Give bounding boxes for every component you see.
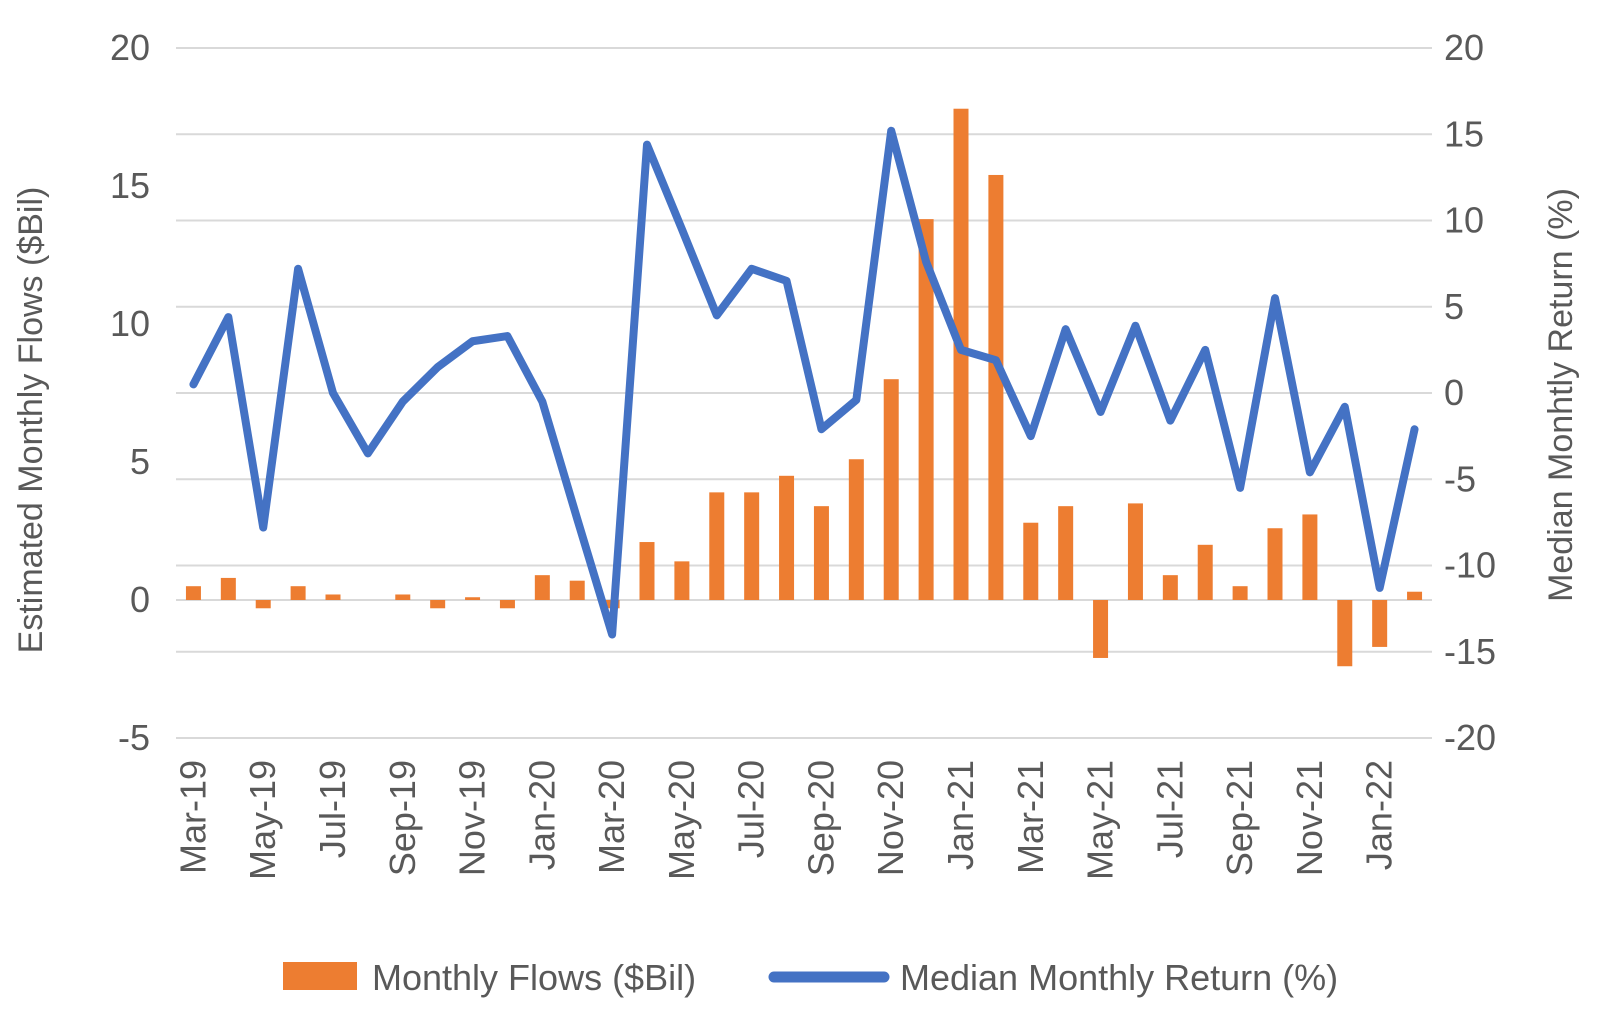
flows-bar (220, 577, 236, 600)
flows-bar (465, 597, 481, 600)
monthly-flows-bars (185, 108, 1423, 667)
flows-bar (1267, 528, 1283, 600)
flows-bar (1337, 600, 1353, 667)
flows-bar (1162, 575, 1178, 600)
flows-bar (499, 600, 515, 609)
x-axis-tick-label: Nov-19 (452, 760, 493, 876)
x-axis-tick-label: Jul-20 (731, 760, 772, 858)
median-return-polyline (189, 126, 1419, 639)
right-axis-tick-label: 10 (1444, 200, 1484, 241)
x-axis-tick-label: Sep-21 (1219, 760, 1260, 876)
flows-bar (1197, 544, 1213, 600)
right-axis-tick-label: 0 (1444, 372, 1464, 413)
flows-bar (290, 586, 306, 600)
right-axis-tick-label: -10 (1444, 545, 1496, 586)
flows-bar (395, 594, 411, 600)
flows-bar (325, 594, 341, 600)
x-axis-tick-label: Jan-22 (1359, 760, 1400, 870)
flows-bar (1407, 591, 1423, 600)
gridlines (176, 47, 1432, 739)
x-axis-tick-label: Jan-20 (521, 760, 562, 870)
flows-bar (848, 459, 864, 600)
flows-bar (569, 580, 585, 600)
x-axis-tick-label: Mar-19 (172, 760, 213, 874)
flows-bar (1232, 586, 1248, 600)
flows-bar (883, 379, 899, 600)
flows-swatch-icon (283, 962, 357, 990)
x-axis-tick-label: May-19 (242, 760, 283, 880)
flows-bar (813, 506, 829, 600)
x-axis-tick-label: Jul-19 (312, 760, 353, 858)
x-axis-tick-label: Sep-19 (382, 760, 423, 876)
right-axis-tick-label: 20 (1444, 27, 1484, 68)
flows-bar (1127, 503, 1143, 600)
flows-bar (255, 600, 271, 609)
flows-bar (1372, 600, 1388, 647)
legend-item-return[interactable]: Median Monthly Return (%) (768, 957, 1338, 998)
x-axis-tick-label: Sep-20 (800, 760, 841, 876)
right-axis-tick-label: 15 (1444, 113, 1484, 154)
right-axis-tick-label: -15 (1444, 631, 1496, 672)
x-axis-tick-label: Mar-21 (1010, 760, 1051, 874)
flows-bar (709, 492, 725, 600)
flows-bar (779, 475, 795, 600)
right-axis-tick-label: -5 (1444, 458, 1476, 499)
left-axis-tick-label: -5 (118, 717, 150, 758)
right-axis-ticks: 20 15 10 5 0 -5 -10 -15 -20 (1444, 27, 1496, 758)
right-axis-tick-label: 5 (1444, 286, 1464, 327)
left-axis-tick-label: 0 (130, 579, 150, 620)
left-axis-ticks: 20 15 10 5 0 -5 (110, 27, 150, 758)
left-axis-tick-label: 15 (110, 165, 150, 206)
flows-bar (674, 561, 690, 600)
left-axis-tick-label: 5 (130, 441, 150, 482)
x-axis-tick-label: Jan-21 (940, 760, 981, 870)
x-axis-tick-label: Mar-20 (591, 760, 632, 874)
x-axis-tick-label: Jul-21 (1149, 760, 1190, 858)
left-axis-tick-label: 20 (110, 27, 150, 68)
x-axis-tick-label: Nov-20 (870, 760, 911, 876)
flows-bar (534, 575, 550, 600)
legend: Monthly Flows ($Bil) Median Monthly Retu… (283, 957, 1338, 998)
flows-bar (1058, 506, 1074, 600)
flows-bar (185, 586, 201, 600)
flows-bar (1302, 514, 1318, 600)
x-axis-tick-label: May-21 (1080, 760, 1121, 880)
x-axis-tick-label: Nov-21 (1289, 760, 1330, 876)
left-axis-title: Estimated Monthly Flows ($Bil) (12, 187, 50, 654)
flows-bar (1023, 522, 1039, 600)
x-axis-tick-label: May-20 (661, 760, 702, 880)
right-axis-tick-label: -20 (1444, 717, 1496, 758)
x-axis-ticks: Mar-19 May-19 Jul-19 Sep-19 Nov-19 Jan-20 Mar-… (172, 760, 1399, 880)
flows-bar (953, 108, 969, 600)
right-axis-title: Median Monhtly Return (%) (1542, 188, 1580, 602)
median-return-line (189, 126, 1419, 639)
flows-bar (744, 492, 760, 600)
flows-bar (1093, 600, 1109, 658)
legend-item-flows[interactable]: Monthly Flows ($Bil) (283, 957, 696, 998)
flows-bar (988, 174, 1004, 600)
flows-bar (918, 219, 934, 600)
flows-bar (430, 600, 446, 609)
legend-label-return: Median Monthly Return (%) (900, 957, 1338, 998)
legend-label-flows: Monthly Flows ($Bil) (372, 957, 696, 998)
left-axis-tick-label: 10 (110, 303, 150, 344)
flows-bar (639, 542, 655, 600)
